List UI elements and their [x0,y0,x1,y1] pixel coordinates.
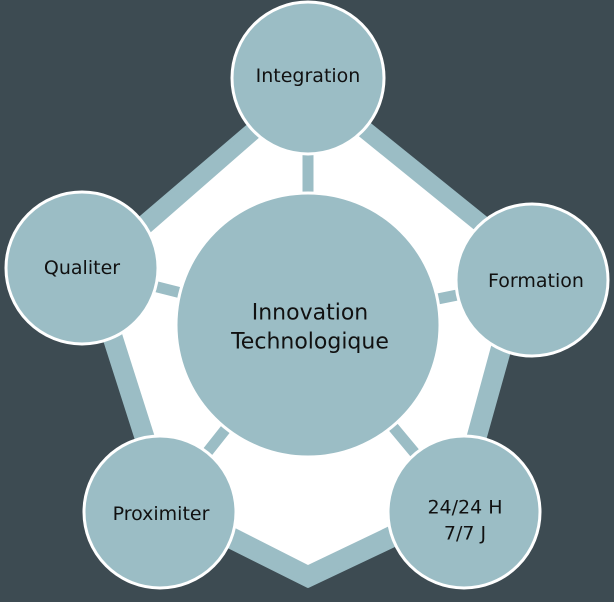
node-circle-qualiter [4,190,160,346]
center-circle [174,191,442,459]
center-label-line1: Innovation [251,300,369,326]
node-circle-formation [454,202,610,358]
node-label-proximiter: Proximiter [112,503,210,526]
node-label-integration: Integration [255,65,361,88]
node-circle-integration [230,0,386,156]
node-label-support-line1: 24/24 H [427,496,503,519]
center-label: Innovation Technologique [231,299,389,356]
node-circle-proximiter [82,434,238,590]
node-label-qualiter: Qualiter [43,257,121,280]
node-circle-support [386,434,542,590]
center-label-line2: Technologique [231,329,389,354]
node-label-support: 24/24 H 7/7 J [427,495,502,546]
node-label-support-line2: 7/7 J [443,522,487,544]
node-label-formation: Formation [488,270,584,293]
